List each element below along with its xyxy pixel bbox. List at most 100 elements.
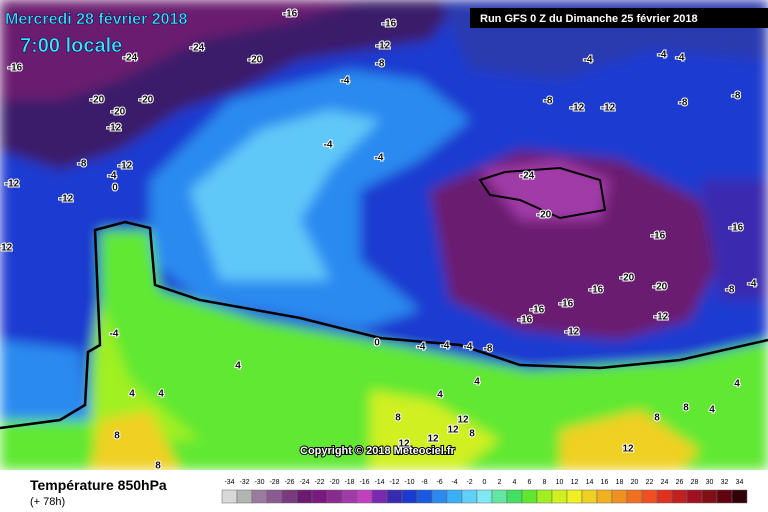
isotherm-label: 12 bbox=[398, 439, 410, 450]
scale-cell bbox=[386, 489, 403, 504]
scale-cell bbox=[461, 489, 478, 504]
isotherm-label: -16 bbox=[559, 299, 574, 310]
isotherm-label: -12 bbox=[107, 123, 122, 134]
isotherm-label: -4 bbox=[108, 171, 117, 182]
scale-tick-label: 24 bbox=[661, 479, 669, 486]
isotherm-label: -8 bbox=[376, 59, 385, 70]
isotherm-label: 4 bbox=[474, 377, 480, 388]
scale-tick-label: 2 bbox=[498, 479, 502, 486]
isotherm-label: 12 bbox=[622, 444, 634, 455]
isotherm-label: -12 bbox=[0, 243, 13, 254]
scale-tick-label: 0 bbox=[483, 479, 487, 486]
run-label: Run GFS 0 Z du Dimanche 25 février 2018 bbox=[480, 13, 698, 25]
scale-cell bbox=[656, 489, 673, 504]
date-title: Mercredi 28 février 2018 bbox=[5, 11, 187, 28]
scale-cell bbox=[266, 489, 283, 504]
isotherm-label: 0 bbox=[374, 338, 380, 349]
isotherm-label: 8 bbox=[114, 431, 120, 442]
scale-cell bbox=[581, 489, 598, 504]
isotherm-label: -16 bbox=[382, 19, 397, 30]
color-scale: -34 -32 -30 -28 -26 -24 -22 -20 -18 -16 -14 -12 -10-… bbox=[221, 479, 748, 504]
isotherm-label: 4 bbox=[235, 361, 241, 372]
isotherm-label: -8 bbox=[484, 344, 493, 355]
isotherm-label: 0 bbox=[112, 183, 118, 194]
scale-tick-label: 10 bbox=[556, 479, 564, 486]
scale-tick-label: -26 bbox=[284, 479, 294, 486]
scale-cell bbox=[221, 489, 238, 504]
scale-tick-label: 14 bbox=[586, 479, 594, 486]
scale-cell bbox=[611, 489, 628, 504]
scale-cell bbox=[356, 489, 373, 504]
scale-tick-label: -14 bbox=[374, 479, 384, 486]
isotherm-label: -8 bbox=[732, 91, 741, 102]
scale-tick-label: 32 bbox=[721, 479, 729, 486]
scale-cell bbox=[536, 489, 553, 504]
scale-cell bbox=[326, 489, 343, 504]
isotherm-label: -4 bbox=[324, 140, 333, 151]
isotherm-label: 12 bbox=[457, 415, 469, 426]
isotherm-label: -16 bbox=[8, 63, 23, 74]
isotherm-label: -12 bbox=[570, 103, 585, 114]
scale-cell bbox=[701, 489, 718, 504]
scale-tick-label: -6 bbox=[436, 479, 442, 486]
scale-tick-label: -24 bbox=[299, 479, 309, 486]
scale-tick-label: 12 bbox=[571, 479, 579, 486]
scale-tick-label: -4 bbox=[451, 479, 457, 486]
isotherm-label: -4 bbox=[417, 342, 426, 353]
isotherm-label: -24 bbox=[123, 53, 138, 64]
scale-tick-label: 34 bbox=[736, 479, 744, 486]
isotherm-label: -8 bbox=[78, 159, 87, 170]
isotherm-label: -12 bbox=[59, 194, 74, 205]
isotherm-label: -4 bbox=[676, 53, 685, 64]
isotherm-label: -16 bbox=[518, 315, 533, 326]
isotherm-label: -12 bbox=[5, 179, 20, 190]
scale-cell bbox=[296, 489, 313, 504]
isotherm-label: -4 bbox=[464, 342, 473, 353]
scale-cell bbox=[521, 489, 538, 504]
isotherm-label: -20 bbox=[111, 107, 126, 118]
scale-cell bbox=[686, 489, 703, 504]
scale-cell bbox=[281, 489, 298, 504]
isotherm-label: 12 bbox=[427, 434, 439, 445]
scale-tick-label: 30 bbox=[706, 479, 714, 486]
scale-tick-label: 4 bbox=[513, 479, 517, 486]
isotherm-label: -16 bbox=[530, 305, 545, 316]
isotherm-label: 4 bbox=[129, 389, 135, 400]
isotherm-label: -16 bbox=[589, 285, 604, 296]
scale-tick-label: -22 bbox=[314, 479, 324, 486]
scale-cell bbox=[506, 489, 523, 504]
isotherm-label: -12 bbox=[118, 161, 133, 172]
zero-isotherm bbox=[0, 220, 768, 430]
isotherm-label: 8 bbox=[654, 413, 660, 424]
isotherm-label: 4 bbox=[709, 405, 715, 416]
scale-cell bbox=[641, 489, 658, 504]
scale-cell bbox=[626, 489, 643, 504]
scale-tick-label: -2 bbox=[466, 479, 472, 486]
isotherm-label: 8 bbox=[395, 413, 401, 424]
isotherm-label: -12 bbox=[376, 41, 391, 52]
scale-cell bbox=[476, 489, 493, 504]
isotherm-label: 4 bbox=[734, 379, 740, 390]
isotherm-label: 4 bbox=[158, 389, 164, 400]
scale-tick-label: -30 bbox=[254, 479, 264, 486]
isotherm-label: -8 bbox=[726, 285, 735, 296]
isotherm-label: -4 bbox=[441, 341, 450, 352]
isotherm-label: -4 bbox=[341, 76, 350, 87]
isotherm-label: -20 bbox=[139, 95, 154, 106]
isotherm-label: -16 bbox=[283, 9, 298, 20]
isotherm-label: 4 bbox=[437, 390, 443, 401]
scale-tick-label: -8 bbox=[421, 479, 427, 486]
isotherm-label: 8 bbox=[683, 403, 689, 414]
isotherm-label: 12 bbox=[447, 425, 459, 436]
scale-tick-label: 26 bbox=[676, 479, 684, 486]
scale-cell bbox=[311, 489, 328, 504]
scale-cell bbox=[446, 489, 463, 504]
isotherm-label: -24 bbox=[190, 43, 205, 54]
scale-tick-label: 6 bbox=[528, 479, 532, 486]
isotherm-label: -20 bbox=[537, 210, 552, 221]
isotherm-label: -20 bbox=[653, 282, 668, 293]
scale-tick-label: 22 bbox=[646, 479, 654, 486]
scale-tick-label: 16 bbox=[601, 479, 609, 486]
isotherm-labels: -16-16-24-24-20-20 -20-20-12-12-8-12-40-1… bbox=[0, 8, 758, 473]
